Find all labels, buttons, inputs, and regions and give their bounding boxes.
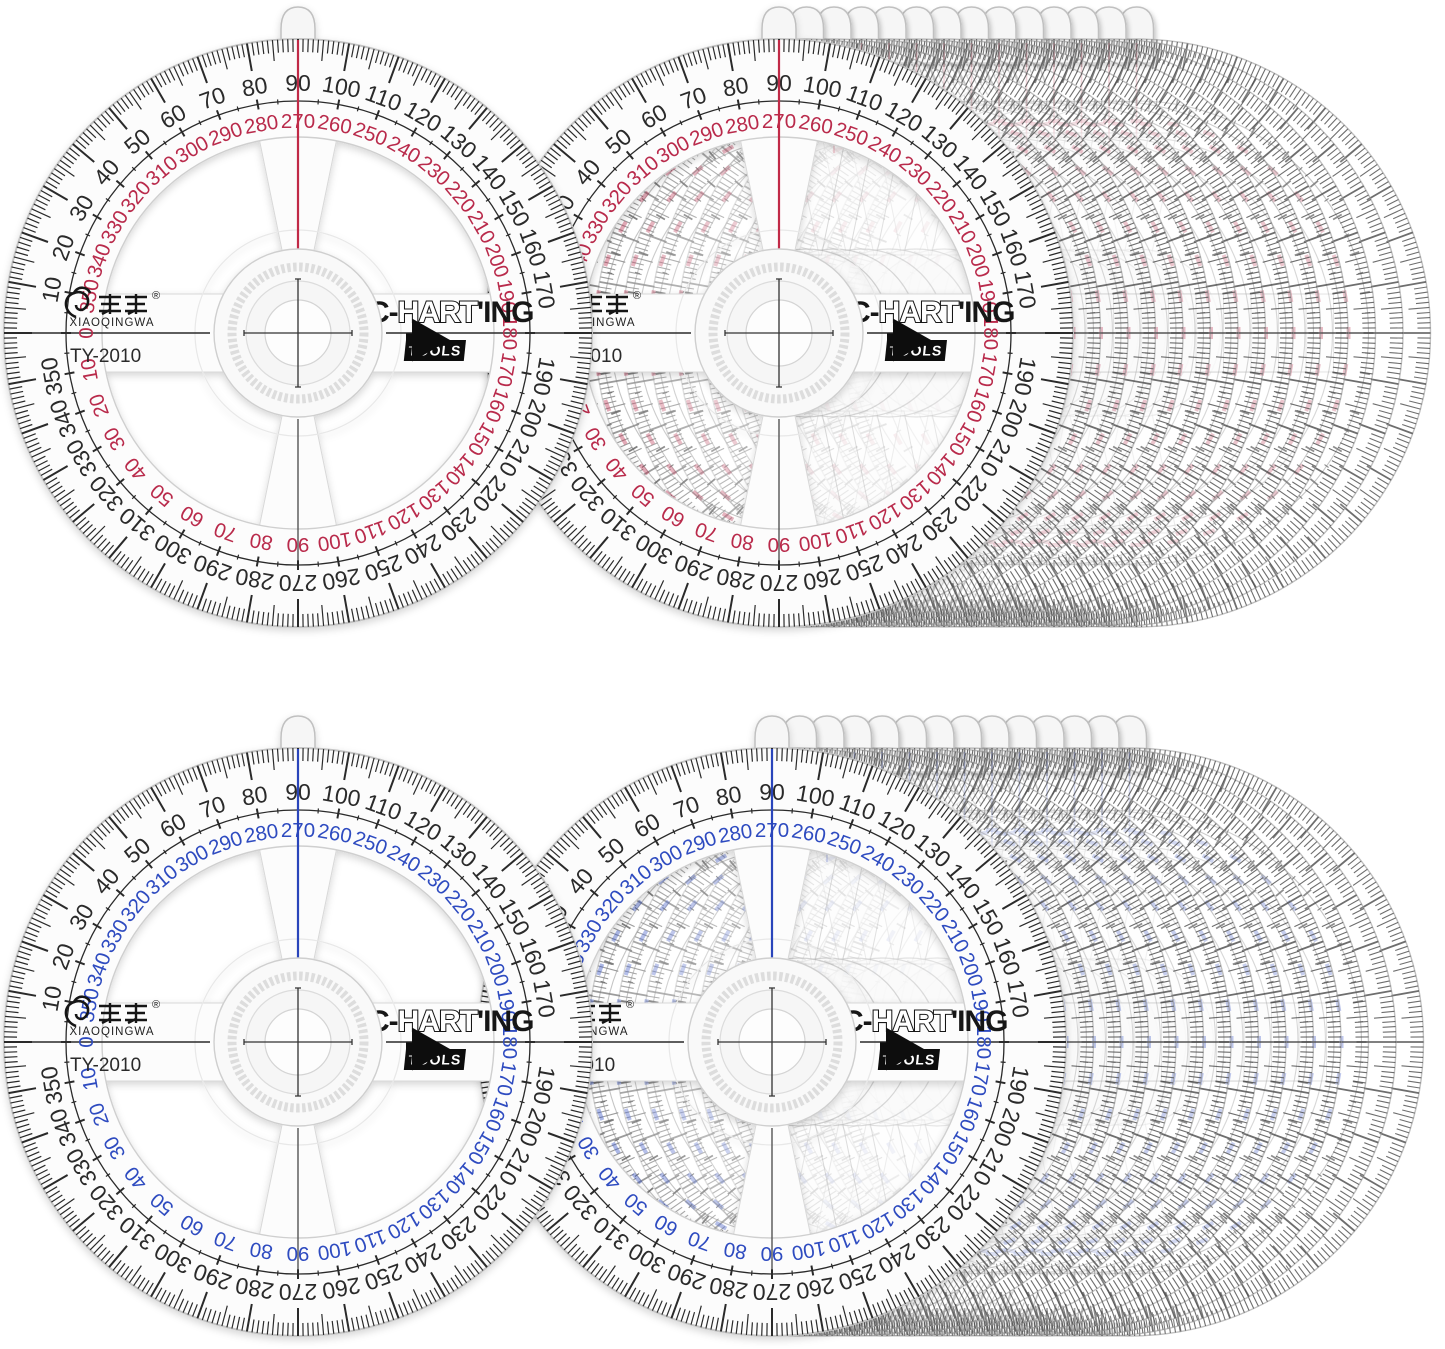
- brand-title: C-HART'ING: [368, 1005, 533, 1038]
- brand-cjk-logo: [99, 1003, 121, 1025]
- tools-arrow-icon: [406, 1027, 450, 1071]
- hub-dial: [213, 248, 383, 418]
- svg-text:80: 80: [240, 781, 270, 811]
- scale-ring: [485, 39, 1073, 627]
- svg-text:80: 80: [721, 72, 751, 102]
- protractor-stack-blue-front: 1020304050607080901001101201301401501601…: [477, 715, 1067, 1337]
- brand-block-left: ® XIAOQINGWA TY-2010: [64, 995, 160, 1076]
- brand-name-latin: XIAOQINGWA: [70, 317, 155, 329]
- brand-title: C-HART'ING: [842, 1005, 1007, 1038]
- brand-cjk-logo: [125, 294, 147, 316]
- minor-ticks: [3, 747, 593, 1337]
- registered-mark: ®: [626, 999, 634, 1011]
- svg-text:80: 80: [714, 781, 744, 811]
- scale-ring: [4, 748, 592, 1336]
- brand-block-left: ® XIAOQINGWA TY-2010: [64, 286, 160, 367]
- svg-text:10: 10: [76, 1065, 103, 1091]
- brand-title: C-HART'ING: [368, 296, 533, 329]
- hub-dial: [213, 957, 383, 1127]
- svg-text:180: 180: [972, 1025, 995, 1059]
- svg-text:270: 270: [753, 1279, 791, 1305]
- svg-text:180: 180: [979, 316, 1002, 350]
- crosshair: [243, 278, 353, 388]
- svg-text:270: 270: [760, 570, 798, 596]
- brand-cjk-logo: [599, 1003, 621, 1025]
- brand-swirl-icon: [64, 995, 92, 1028]
- registered-mark: ®: [152, 290, 160, 302]
- svg-text:0: 0: [75, 327, 98, 338]
- svg-text:270: 270: [279, 570, 317, 596]
- brand-swirl-icon: [64, 286, 92, 319]
- svg-text:80: 80: [729, 528, 755, 555]
- svg-text:10: 10: [76, 356, 103, 382]
- crosshair: [724, 278, 834, 388]
- svg-text:80: 80: [240, 72, 270, 102]
- crosshair: [717, 987, 827, 1097]
- brand-cjk-logo: [606, 294, 628, 316]
- brand-cjk-logo: [125, 1003, 147, 1025]
- minor-ticks: [3, 38, 593, 628]
- svg-text:80: 80: [248, 1237, 274, 1264]
- svg-text:80: 80: [248, 528, 274, 555]
- svg-text:180: 180: [498, 316, 521, 350]
- svg-text:180: 180: [498, 1025, 521, 1059]
- hub-dial: [687, 957, 857, 1127]
- svg-text:10: 10: [37, 275, 67, 305]
- brand-cjk-logo: [99, 294, 121, 316]
- svg-text:80: 80: [722, 1237, 748, 1264]
- tools-arrow-icon: [406, 318, 450, 362]
- svg-text:10: 10: [37, 984, 67, 1014]
- brand-model: TY-2010: [70, 346, 141, 367]
- svg-text:0: 0: [75, 1036, 98, 1047]
- brand-name-latin: XIAOQINGWA: [70, 1026, 155, 1038]
- brand-model: TY-2010: [70, 1055, 141, 1076]
- tools-arrow-icon: [880, 1027, 924, 1071]
- scale-ring: [478, 748, 1066, 1336]
- scale-ring: [4, 39, 592, 627]
- registered-mark: ®: [633, 290, 641, 302]
- protractor-stack-red-front: 1020304050607080901001101201301401501601…: [484, 6, 1074, 628]
- brand-title: C-HART'ING: [849, 296, 1014, 329]
- registered-mark: ®: [152, 999, 160, 1011]
- hub-dial: [694, 248, 864, 418]
- crosshair: [243, 987, 353, 1097]
- svg-text:270: 270: [279, 1279, 317, 1305]
- tools-arrow-icon: [887, 318, 931, 362]
